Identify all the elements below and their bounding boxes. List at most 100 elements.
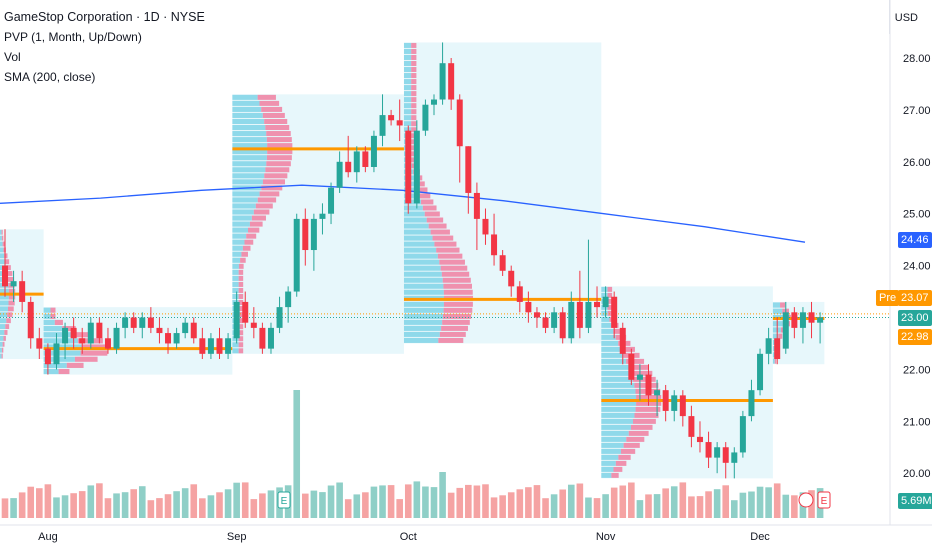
profile-bar-up [232,191,260,197]
volume-bar [241,482,249,518]
volume-bar [10,498,17,518]
volume-bar [327,485,335,518]
volume-bar [44,484,52,518]
profile-bar-up [232,269,239,275]
profile-bar-up [601,466,614,472]
candle-body [705,442,712,458]
profile-bar-down [238,275,244,281]
volume-bar [121,492,129,518]
indicator-pvp-label[interactable]: PVP (1, Month, Up/Down) [4,30,142,44]
profile-bar-up [772,352,775,358]
volume-bar [722,485,730,518]
profile-bar-down [8,294,16,300]
profile-bar-up [232,143,268,149]
volume-bar [499,495,506,518]
volume-bar [782,494,790,518]
profile-bar-down [262,112,285,118]
profile-bar-up [601,382,635,388]
profile-bar-up [601,394,637,400]
candle-body [516,286,523,302]
profile-bar-down [618,454,631,460]
volume-bar [585,497,592,518]
candle-body [207,338,214,354]
profile-bar-down [238,293,244,300]
profile-bar-down [238,300,244,306]
profile-bar-down [411,157,417,163]
profile-bar-up [403,253,438,259]
profile-bar-up [601,334,616,340]
profile-bar-down [442,277,471,283]
candle-body [508,270,515,287]
volume-bar [525,487,532,518]
profile-bar-up [601,352,624,358]
candle-body [431,99,437,105]
profile-bar-up [232,348,239,354]
y-tick-label: 20.00 [903,468,931,480]
profile-bar-up [0,324,6,330]
indicator-vol-label[interactable]: Vol [4,50,21,64]
profile-bar-up [601,418,633,424]
candle-body [782,312,789,349]
profile-bar-down [81,344,110,350]
profile-bar-up [601,304,608,310]
volume-bar [765,487,772,518]
candle-body [27,301,34,339]
profile-bar-up [601,322,612,328]
profile-bar-down [266,131,291,137]
profile-bar-down [780,302,786,308]
volume-bar [756,486,764,518]
volume-bar [173,491,180,518]
profile-bar-down [411,109,417,115]
profile-bar-up [403,73,412,79]
profile-bar-up [43,307,51,313]
volume-bar [696,496,704,518]
x-tick-label: Nov [596,531,616,543]
x-tick-label: Oct [400,531,417,543]
indicator-sma-label[interactable]: SMA (200, close) [4,70,96,84]
volume-bar [619,485,627,518]
volume-bar [533,485,541,518]
volume-bar [739,492,747,518]
candle-body [267,327,274,349]
profile-bar-down [262,179,285,185]
profile-bar-up [601,358,627,364]
volume-bar [688,496,695,518]
y-tick-label: 27.00 [903,105,931,117]
candle-body [242,301,249,323]
profile-bar-down [238,269,244,275]
profile-bar-down [251,215,266,221]
profile-bar-down [443,283,472,289]
volume-bar [96,483,103,518]
candle-body [722,447,729,463]
profile-bar-up [232,342,239,348]
profile-bar-down [7,306,14,312]
candle-body [473,192,480,219]
earnings-marker-label: E [821,496,828,507]
volume-bar [27,486,35,518]
profile-bar-down [240,257,246,263]
candle-body [379,115,386,136]
poc-price-tag: 22.98 [898,329,932,345]
volume-bar [456,487,464,518]
candle-body [130,317,137,328]
currency-button[interactable]: USD [889,0,932,34]
volume-bar [61,495,69,518]
profile-bar-down [411,115,417,121]
profile-bar-up [772,302,781,308]
profile-bar-down [62,326,76,332]
candle-body [491,234,498,256]
profile-bar-up [403,331,440,337]
profile-bar-up [403,85,412,91]
profile-bar-up [403,48,412,54]
candle-body [542,317,549,328]
profile-bar-up [403,103,412,109]
profile-bar-down [70,332,91,338]
profile-bar-up [601,400,637,406]
candle-body [165,333,172,344]
candle-body [328,187,335,214]
profile-bar-up [0,347,2,353]
volume-bar [670,486,678,518]
profile-bar-down [632,418,656,424]
profile-bar-up [601,286,608,292]
